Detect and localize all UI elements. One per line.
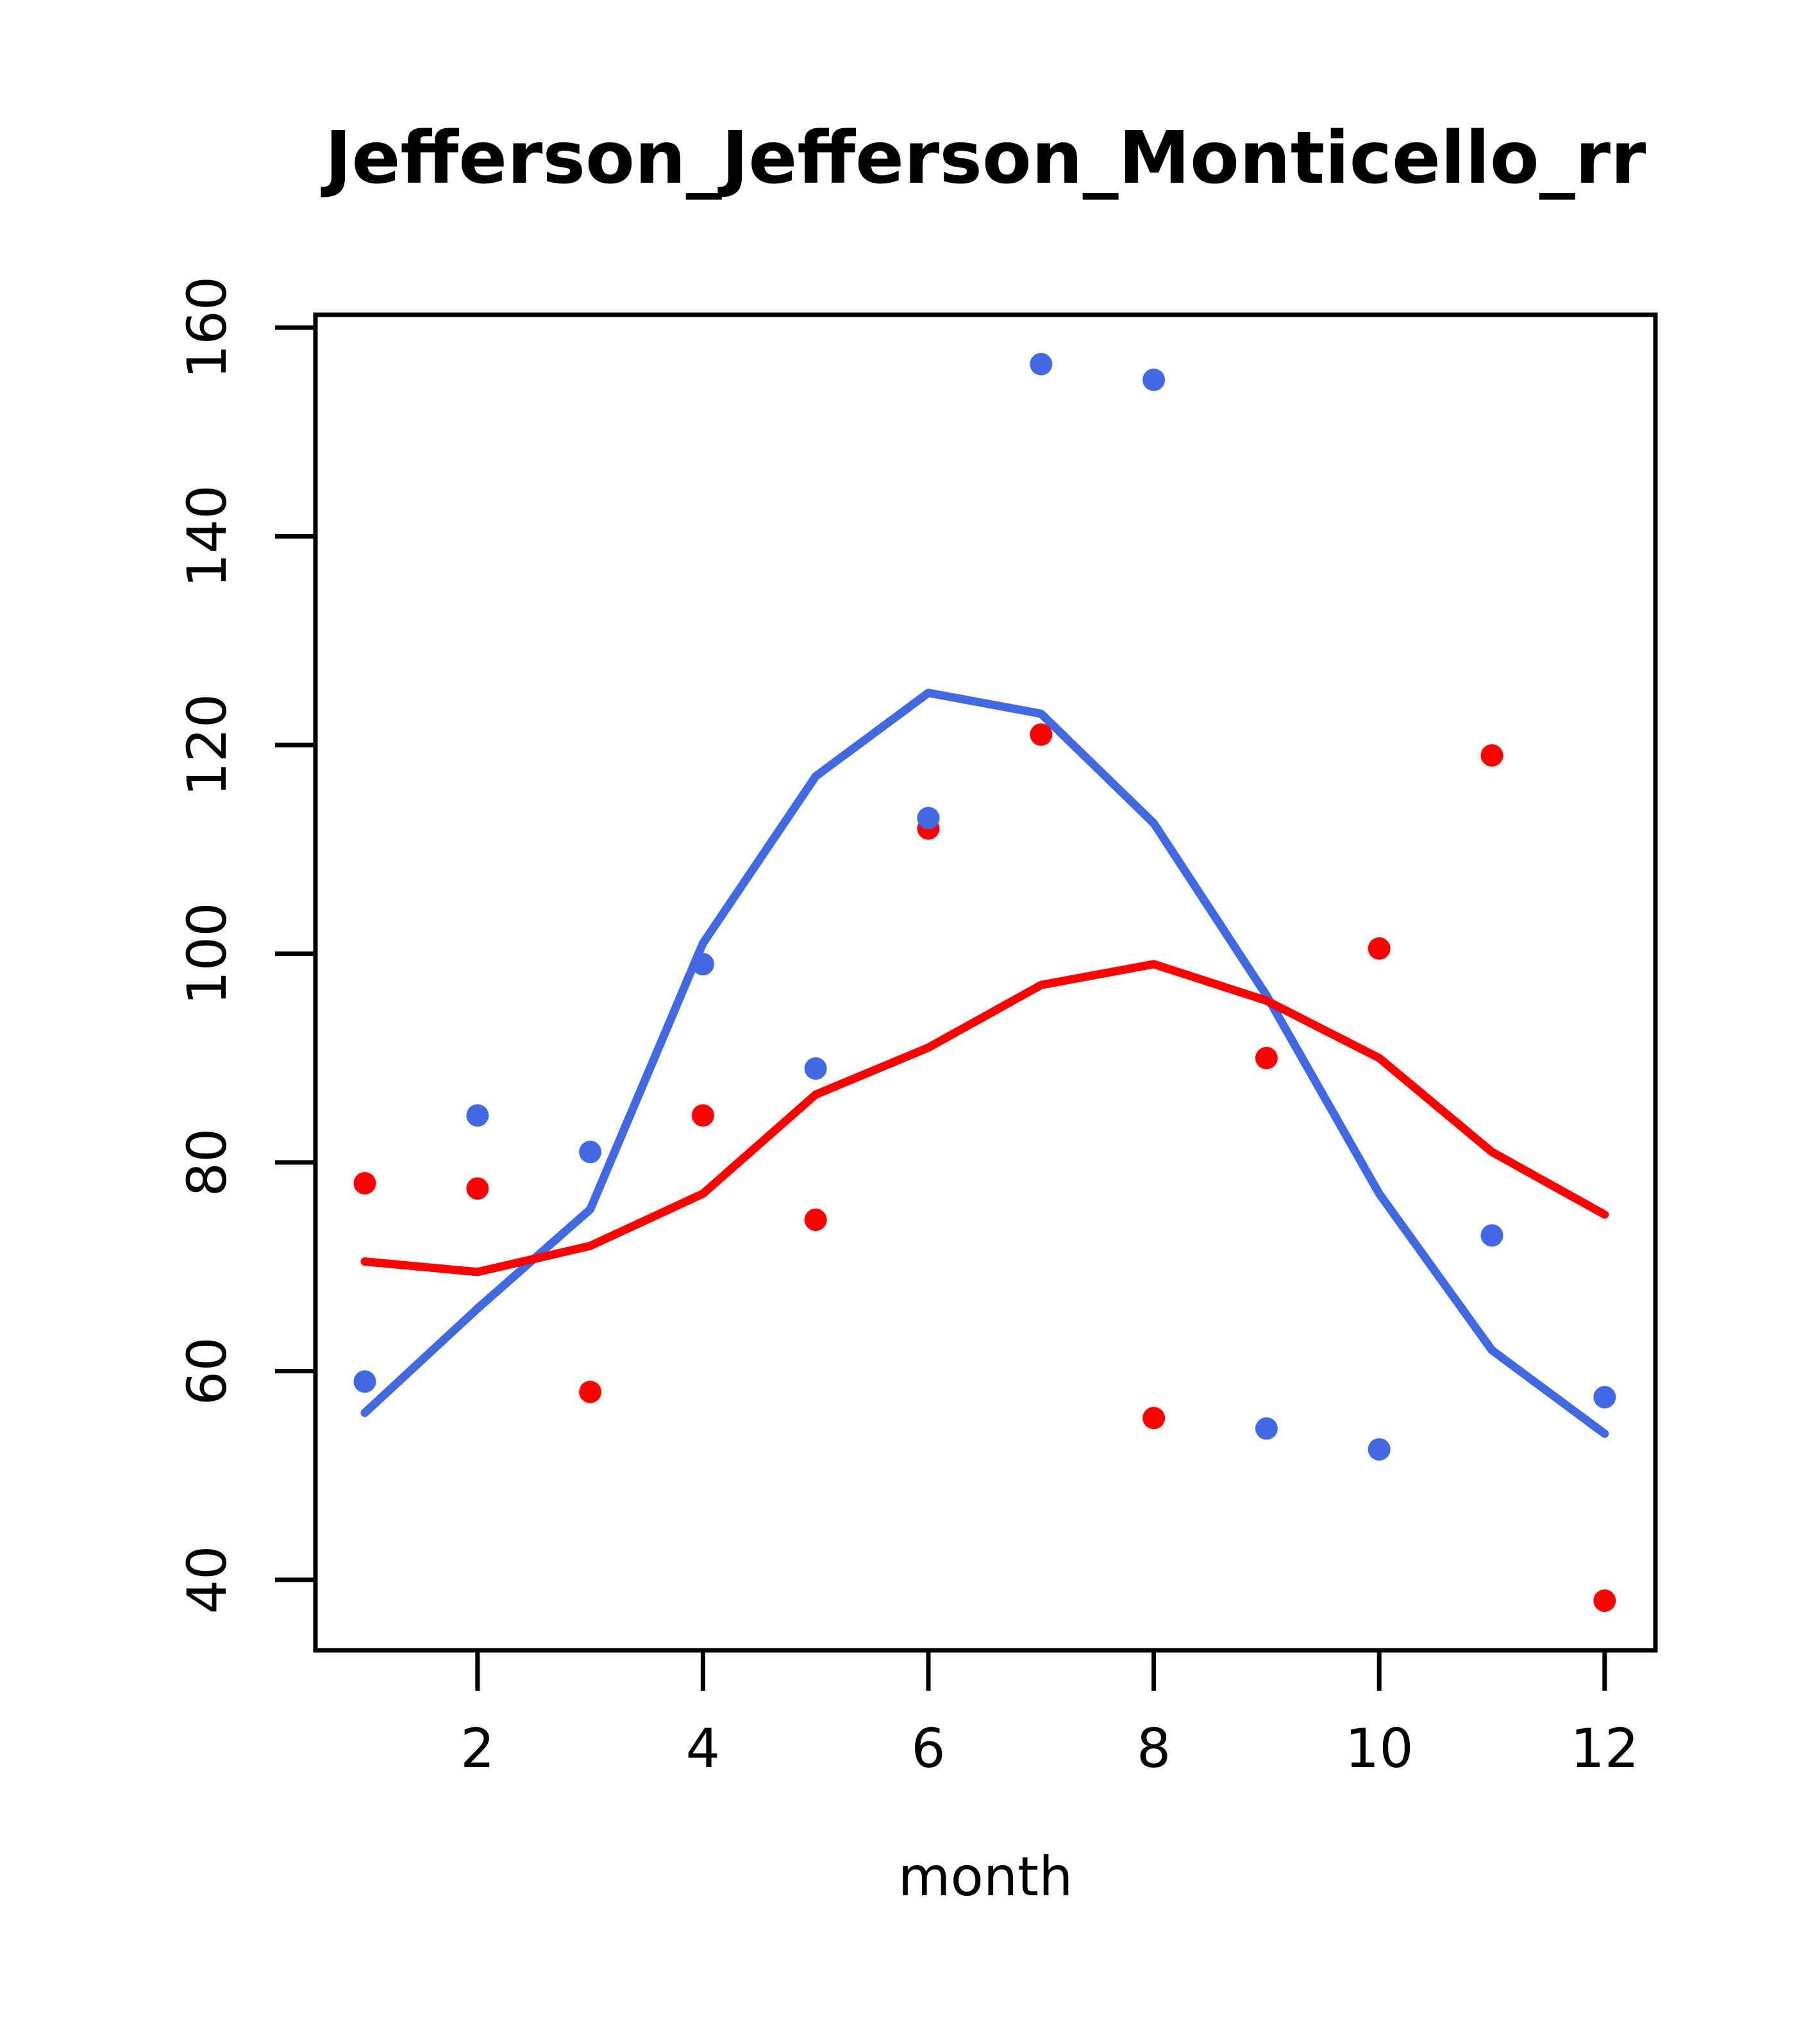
data-point-red-points-m9 xyxy=(1255,1046,1278,1069)
x-axis-title: month xyxy=(898,1845,1073,1908)
y-tick-label: 100 xyxy=(176,902,239,1005)
data-point-red-points-m11 xyxy=(1480,744,1503,767)
data-point-blue-points-m6 xyxy=(917,807,940,830)
x-tick-label: 12 xyxy=(1570,1717,1639,1780)
y-tick-label: 80 xyxy=(176,1128,239,1197)
x-tick-label: 10 xyxy=(1345,1717,1414,1780)
data-point-red-points-m4 xyxy=(691,1104,714,1127)
y-tick-label: 40 xyxy=(176,1546,239,1614)
data-point-blue-points-m4 xyxy=(691,953,714,976)
data-point-blue-points-m11 xyxy=(1480,1224,1503,1247)
y-tick-label: 140 xyxy=(176,485,239,587)
x-tick-label: 4 xyxy=(686,1717,720,1780)
plot-box xyxy=(313,312,1658,1653)
data-point-red-points-m2 xyxy=(466,1177,489,1200)
x-tick-label: 6 xyxy=(911,1717,945,1780)
data-point-blue-points-m12 xyxy=(1593,1386,1616,1409)
data-point-blue-points-m3 xyxy=(579,1141,602,1164)
data-point-blue-points-m9 xyxy=(1255,1417,1278,1440)
data-point-blue-points-m10 xyxy=(1368,1438,1391,1461)
data-point-red-points-m3 xyxy=(579,1380,602,1403)
y-tick-label: 160 xyxy=(176,276,239,379)
data-point-red-points-m1 xyxy=(353,1172,376,1195)
data-point-red-points-m5 xyxy=(804,1209,827,1232)
data-point-red-points-m10 xyxy=(1368,937,1391,960)
data-point-blue-points-m7 xyxy=(1030,353,1053,376)
y-tick-label: 120 xyxy=(176,694,239,796)
data-point-red-points-m8 xyxy=(1143,1407,1166,1430)
data-point-blue-points-m8 xyxy=(1143,368,1166,391)
data-point-blue-points-m5 xyxy=(804,1057,827,1080)
data-point-blue-points-m1 xyxy=(353,1370,376,1393)
y-tick-label: 60 xyxy=(176,1337,239,1405)
data-point-blue-points-m2 xyxy=(466,1104,489,1127)
x-tick-label: 2 xyxy=(460,1717,494,1780)
chart-title: Jefferson_Jefferson_Monticello_rr xyxy=(324,117,1646,200)
x-tick-label: 8 xyxy=(1137,1717,1171,1780)
red-trend-line xyxy=(360,960,1609,1277)
blue-trend-line xyxy=(360,689,1609,1438)
data-point-red-points-m7 xyxy=(1030,723,1053,746)
data-point-red-points-m12 xyxy=(1593,1589,1616,1613)
